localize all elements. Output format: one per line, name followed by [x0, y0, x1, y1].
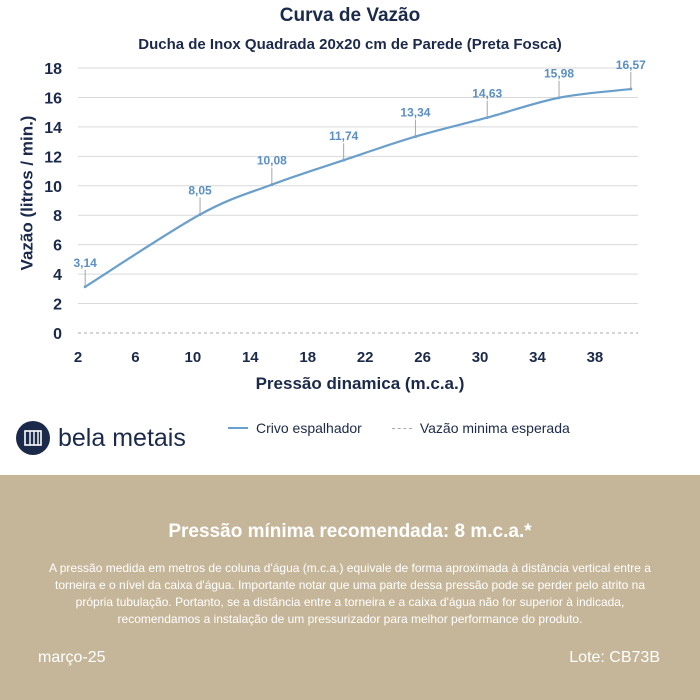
- data-label: 8,05: [188, 183, 212, 197]
- y-tick-label: 8: [53, 208, 62, 225]
- legend-swatch-solid: [228, 427, 248, 429]
- chart-subtitle: Ducha de Inox Quadrada 20x20 cm de Pared…: [138, 36, 562, 53]
- legend-item-vazao-minima: Vazão minima esperada: [419, 420, 570, 436]
- footer-description: A pressão medida em metros de coluna d'á…: [49, 561, 651, 626]
- y-tick-label: 4: [53, 267, 62, 284]
- data-label: 15,98: [544, 67, 574, 81]
- x-tick-label: 14: [242, 349, 259, 366]
- footer-date: março-25: [38, 649, 106, 666]
- x-tick-label: 6: [131, 349, 139, 366]
- info-footer: Pressão mínima recomendada: 8 m.c.a.* A …: [0, 475, 700, 700]
- series-line-crivo: [84, 87, 631, 288]
- x-tick-label: 22: [357, 349, 374, 366]
- y-axis-label: Vazão (litros / min.): [17, 115, 37, 271]
- chart-panel: Curva de Vazão Ducha de Inox Quadrada 20…: [12, 5, 647, 455]
- data-label: 14,63: [472, 87, 502, 101]
- legend-swatch-dashed: [391, 427, 412, 429]
- data-label: 13,34: [400, 106, 430, 120]
- y-tick-label: 6: [53, 238, 62, 255]
- data-label: 3,14: [73, 256, 97, 270]
- data-label: 11,74: [329, 129, 359, 143]
- x-tick-label: 30: [472, 349, 489, 366]
- bela-metais-logo-icon: [16, 421, 50, 455]
- footer-headline: Pressão mínima recomendada: 8 m.c.a.*: [168, 521, 532, 542]
- footer-lote: Lote: CB73B: [569, 649, 660, 666]
- brand-name: bela metais: [58, 423, 186, 452]
- data-label: 10,08: [257, 154, 287, 168]
- y-tick-label: 18: [44, 61, 62, 78]
- brand-logo: bela metais: [16, 421, 186, 455]
- x-tick-label: 26: [414, 349, 431, 366]
- y-tick-label: 2: [53, 297, 62, 314]
- x-tick-label: 38: [587, 349, 604, 366]
- x-tick-label: 18: [299, 349, 316, 366]
- x-tick-label: 34: [529, 349, 546, 366]
- chart-legend: Crivo espalhador Vazão minima esperada: [228, 420, 570, 436]
- x-axis-label: Pressão dinamica (m.c.a.): [255, 374, 465, 393]
- y-tick-label: 12: [44, 149, 62, 166]
- data-label: 16,57: [616, 58, 646, 72]
- chart-title: Curva de Vazão: [279, 5, 421, 26]
- y-tick-label: 14: [44, 120, 62, 137]
- y-tick-label: 16: [44, 90, 62, 107]
- y-axis-label-box: Vazão (litros / min.): [12, 62, 42, 324]
- y-tick-label: 10: [44, 179, 62, 196]
- x-tick-label: 2: [74, 349, 82, 366]
- legend-item-crivo: Crivo espalhador: [256, 420, 362, 436]
- y-tick-label: 0: [53, 326, 62, 343]
- x-tick-label: 10: [185, 349, 202, 366]
